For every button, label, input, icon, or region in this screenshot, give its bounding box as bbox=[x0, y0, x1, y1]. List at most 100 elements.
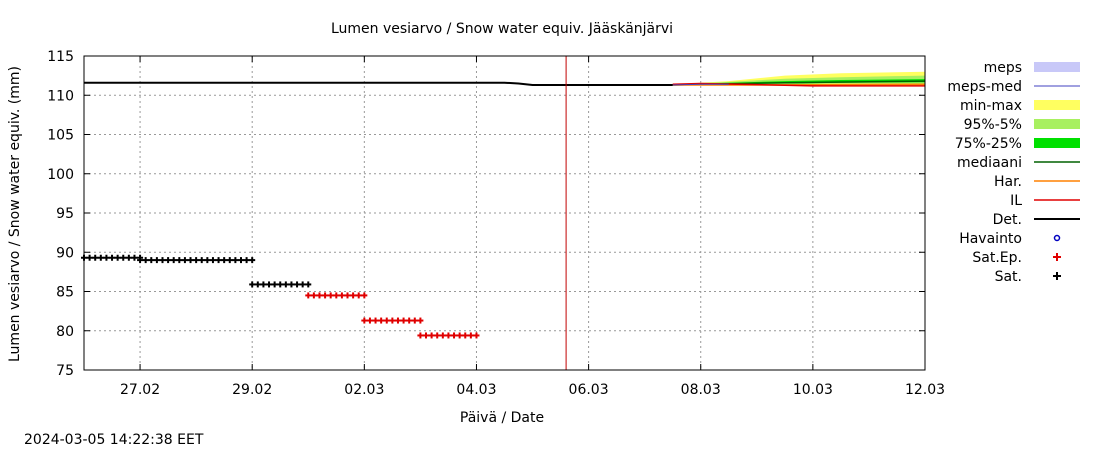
sat-marker bbox=[181, 257, 188, 264]
legend-label-havainto: Havainto bbox=[959, 231, 1022, 247]
sat-ep-marker bbox=[305, 292, 312, 299]
x-tick-label: 27.02 bbox=[120, 382, 160, 398]
y-tick-label: 105 bbox=[47, 128, 74, 144]
sat-marker bbox=[277, 281, 284, 288]
sat-ep-marker bbox=[423, 332, 430, 339]
legend-label-p95_5: 95%-5% bbox=[964, 117, 1022, 133]
sat-marker bbox=[125, 254, 132, 261]
legend-label-meps: meps bbox=[984, 60, 1022, 76]
sat-marker bbox=[137, 257, 144, 264]
sat-marker bbox=[232, 257, 239, 264]
sat-marker bbox=[209, 257, 216, 264]
x-tick-label: 04.03 bbox=[456, 382, 496, 398]
sat-ep-marker bbox=[344, 292, 351, 299]
line-det bbox=[84, 81, 673, 87]
sat-ep-marker bbox=[310, 292, 317, 299]
sat-ep-marker bbox=[383, 317, 390, 324]
series-lines bbox=[84, 56, 926, 370]
sat-marker bbox=[92, 254, 99, 261]
sat-ep-marker bbox=[333, 292, 340, 299]
sat-ep-marker bbox=[428, 332, 435, 339]
sat-ep-marker bbox=[378, 317, 385, 324]
sat-ep-marker bbox=[473, 332, 480, 339]
y-axis-label: Lumen vesiarvo / Snow water equiv. (mm) bbox=[7, 66, 23, 362]
sat-marker bbox=[243, 257, 250, 264]
legend-label-min_max: min-max bbox=[960, 98, 1022, 114]
line-meps-med bbox=[672, 83, 729, 86]
y-tick-label: 110 bbox=[47, 88, 74, 104]
sat-marker bbox=[215, 257, 222, 264]
sat-marker bbox=[226, 257, 233, 264]
sat-ep-marker bbox=[451, 332, 458, 339]
sat-ep-marker bbox=[406, 317, 413, 324]
sat-marker bbox=[86, 254, 93, 261]
sat-ep-marker bbox=[445, 332, 452, 339]
y-tick-label: 100 bbox=[47, 167, 74, 183]
sat-ep-marker bbox=[400, 317, 407, 324]
grid bbox=[84, 56, 925, 370]
sat-ep-marker bbox=[322, 292, 329, 299]
y-tick-label: 75 bbox=[56, 363, 74, 379]
legend-label-mediaani: mediaani bbox=[957, 155, 1022, 171]
legend: meps meps-med min-max 95%-5% 75%-25% mediaani… bbox=[947, 60, 1080, 285]
sat-ep-marker bbox=[411, 317, 418, 324]
legend-swatch-havainto bbox=[1053, 234, 1061, 242]
sat-ep-marker bbox=[439, 332, 446, 339]
x-tick-label: 06.03 bbox=[569, 382, 609, 398]
sat-marker bbox=[148, 257, 155, 264]
y-tick-label: 80 bbox=[56, 324, 74, 340]
legend-swatch-p75_25 bbox=[1034, 138, 1080, 148]
sat-marker bbox=[254, 281, 261, 288]
sat-marker bbox=[288, 281, 295, 288]
sat-marker bbox=[294, 281, 301, 288]
satellite-markers bbox=[81, 254, 480, 339]
sat-ep-marker bbox=[389, 317, 396, 324]
legend-swatch-min_max bbox=[1034, 100, 1080, 110]
x-tick-label: 08.03 bbox=[681, 382, 721, 398]
sat-marker bbox=[103, 254, 110, 261]
y-tick-label: 85 bbox=[56, 285, 74, 301]
line-il bbox=[672, 82, 925, 87]
sat-marker bbox=[204, 257, 211, 264]
sat-ep-marker bbox=[467, 332, 474, 339]
sat-ep-marker bbox=[366, 317, 373, 324]
sat-marker bbox=[282, 281, 289, 288]
sat-marker bbox=[159, 257, 166, 264]
sat-ep-marker bbox=[327, 292, 334, 299]
sat-ep-marker bbox=[350, 292, 357, 299]
sat-marker bbox=[97, 254, 104, 261]
legend-label-har: Har. bbox=[994, 174, 1022, 190]
sat-marker bbox=[198, 257, 205, 264]
legend-swatch-sat bbox=[1053, 272, 1061, 280]
sat-ep-marker bbox=[361, 317, 368, 324]
sat-marker bbox=[305, 281, 312, 288]
sat-marker bbox=[153, 257, 160, 264]
sat-marker bbox=[299, 281, 306, 288]
sat-marker bbox=[170, 257, 177, 264]
sat-marker bbox=[260, 281, 267, 288]
sat-ep-marker bbox=[394, 317, 401, 324]
sat-ep-marker bbox=[417, 317, 424, 324]
sat-ep-marker bbox=[372, 317, 379, 324]
sat-marker bbox=[221, 257, 228, 264]
sat-ep-marker bbox=[462, 332, 469, 339]
legend-label-det: Det. bbox=[993, 212, 1022, 228]
x-axis-label: Päivä / Date bbox=[460, 410, 544, 426]
legend-label-sat_ep: Sat.Ep. bbox=[972, 250, 1022, 266]
x-tick-label: 02.03 bbox=[344, 382, 384, 398]
sat-ep-marker bbox=[361, 292, 368, 299]
x-tick-label: 12.03 bbox=[905, 382, 945, 398]
sat-marker bbox=[176, 257, 183, 264]
x-tick-label: 10.03 bbox=[793, 382, 833, 398]
legend-label-meps_med: meps-med bbox=[947, 79, 1022, 95]
sat-marker bbox=[193, 257, 200, 264]
sat-ep-marker bbox=[417, 332, 424, 339]
sat-ep-marker bbox=[316, 292, 323, 299]
sat-ep-marker bbox=[434, 332, 441, 339]
sat-marker bbox=[249, 281, 256, 288]
sat-ep-marker bbox=[355, 292, 362, 299]
y-tick-label: 95 bbox=[56, 206, 74, 222]
sat-marker bbox=[120, 254, 127, 261]
sat-marker bbox=[165, 257, 172, 264]
